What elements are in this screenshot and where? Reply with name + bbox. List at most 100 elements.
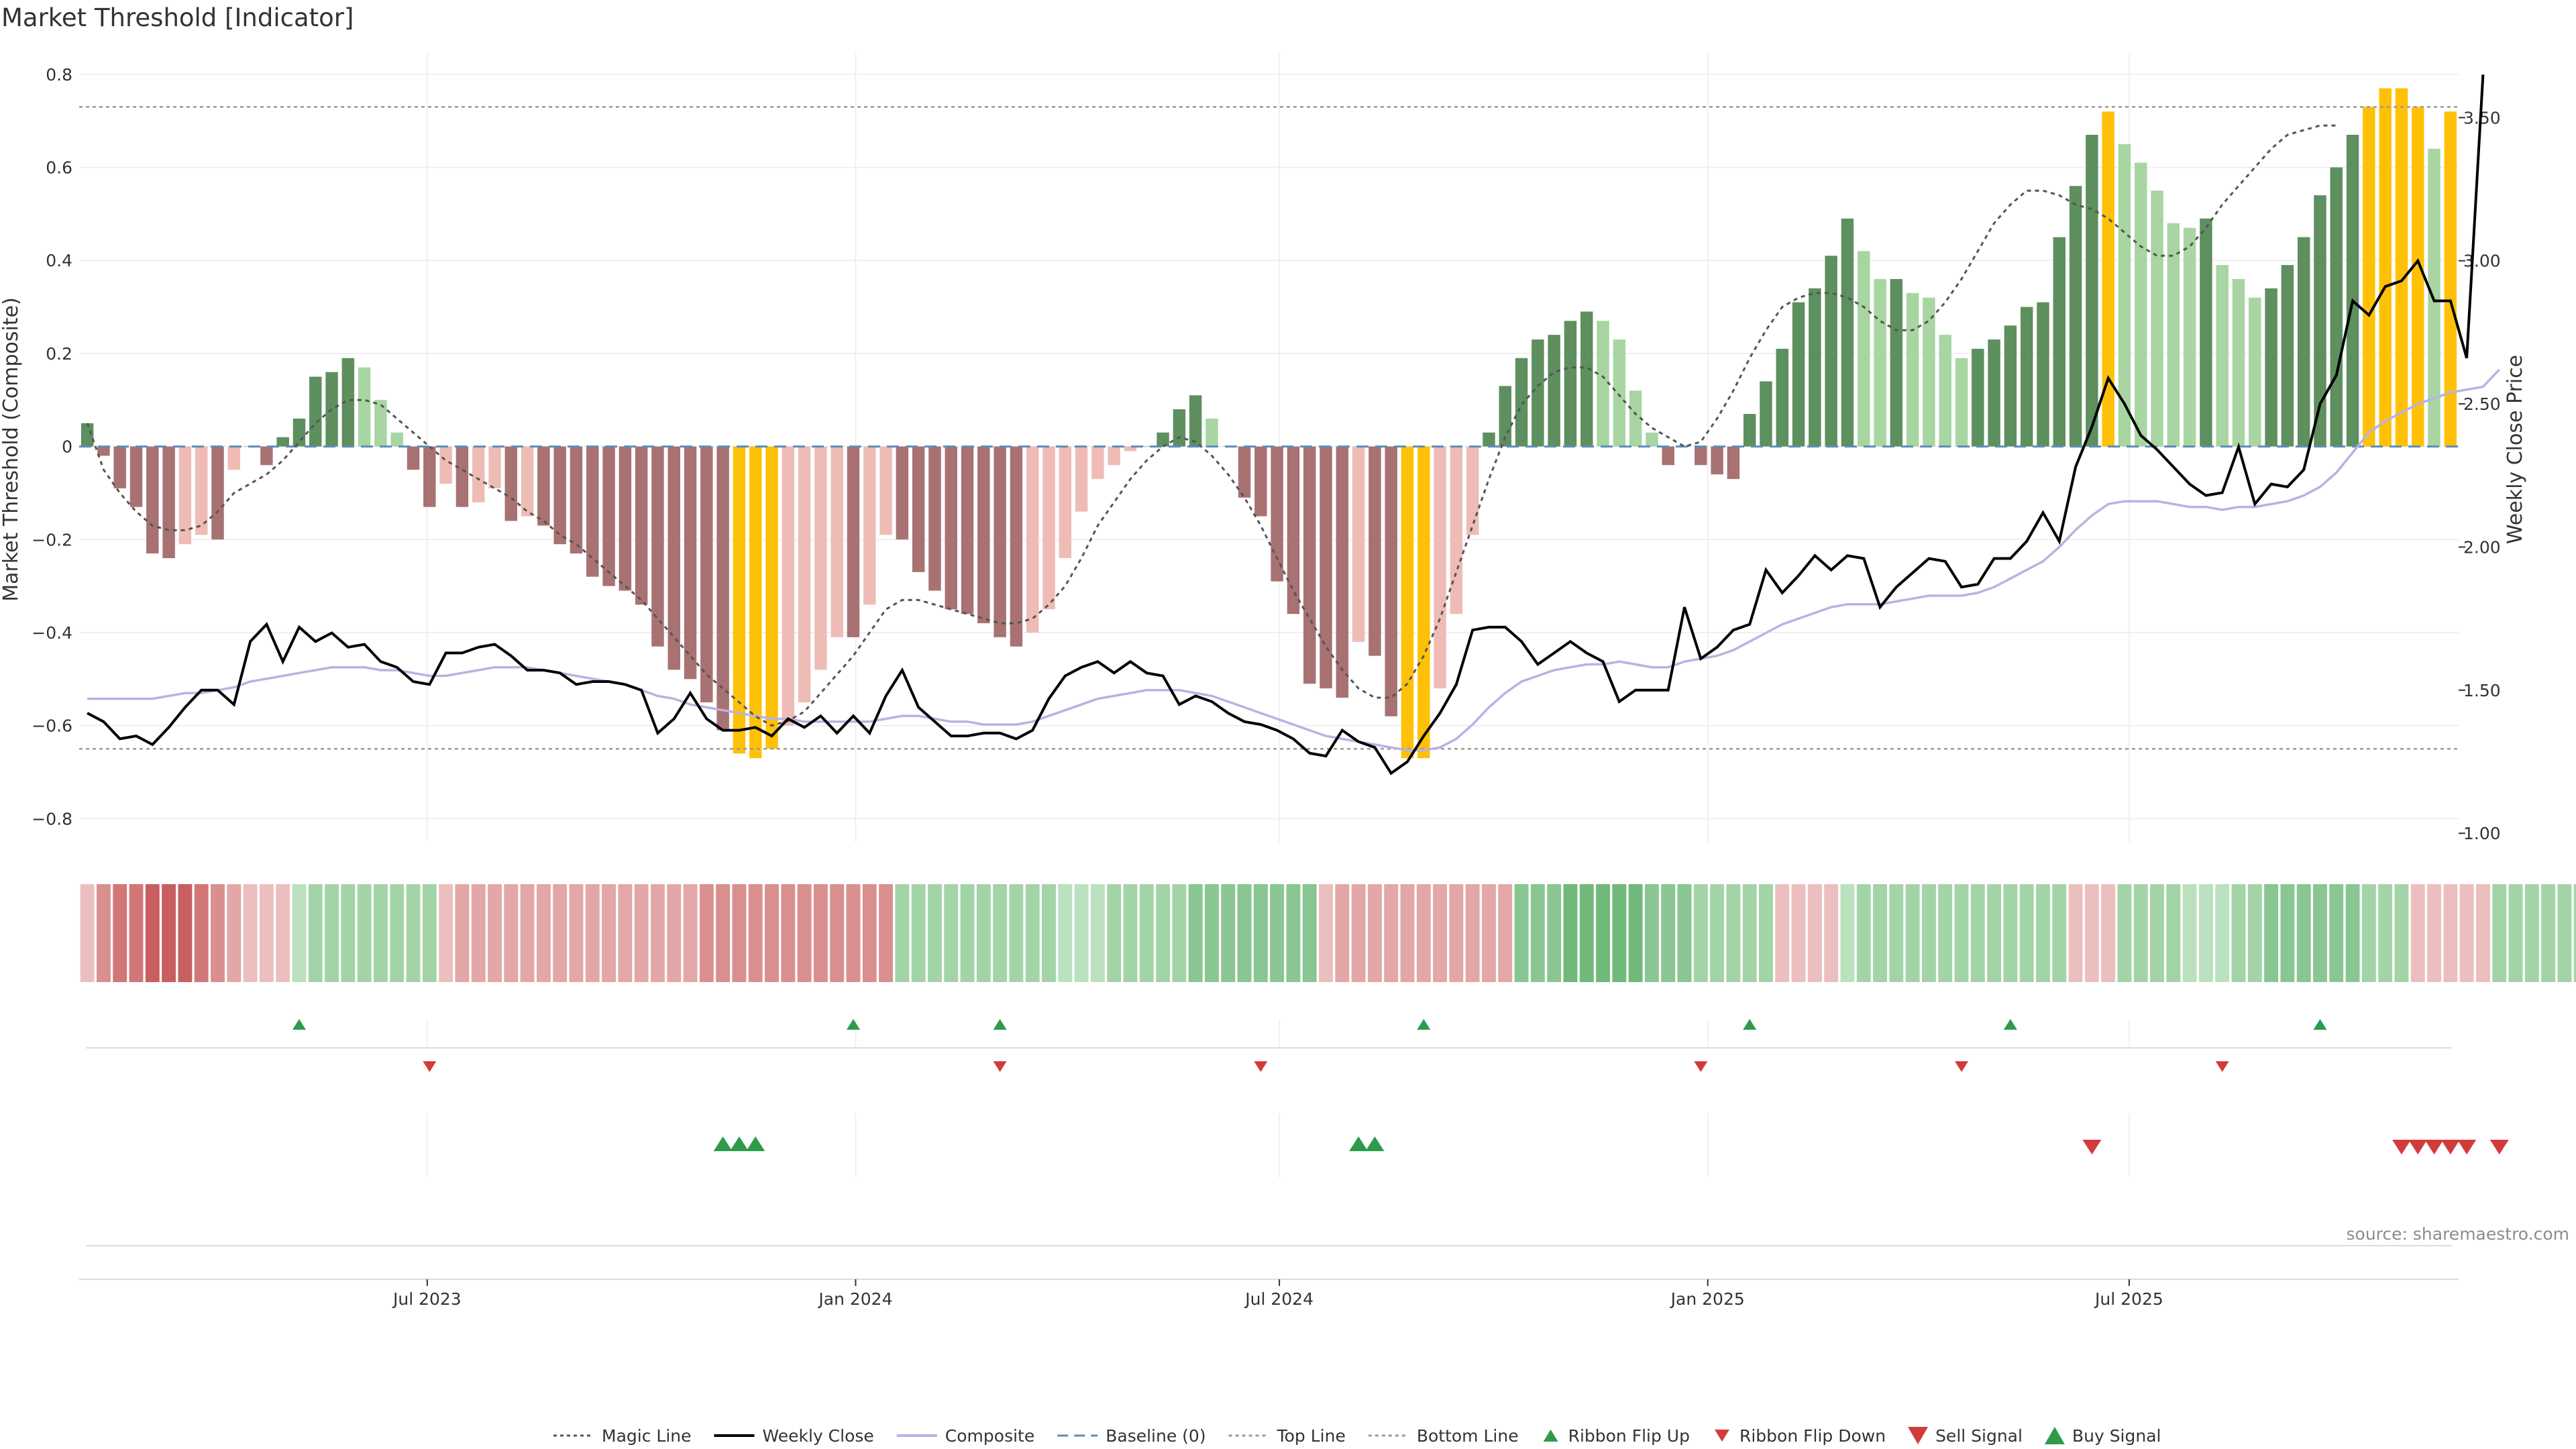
ribbon-cell-94 bbox=[1612, 884, 1627, 982]
bar-94 bbox=[1613, 339, 1626, 447]
bar-15 bbox=[325, 372, 338, 447]
ribbon-cell-98 bbox=[1677, 884, 1692, 982]
buy-signal-2 bbox=[746, 1136, 765, 1151]
ribbon-cell-9 bbox=[227, 884, 241, 982]
y2-tick-label-4: 1.50 bbox=[2463, 681, 2501, 700]
y2-tick-label-1: 3.00 bbox=[2463, 252, 2501, 271]
bar-64 bbox=[1124, 446, 1137, 451]
bar-124 bbox=[2102, 111, 2114, 447]
bar-6 bbox=[178, 446, 192, 545]
bar-20 bbox=[407, 446, 420, 470]
ribbon-cell-93 bbox=[1596, 884, 1610, 982]
bar-100 bbox=[1711, 446, 1723, 475]
ribbon-cell-78 bbox=[1351, 884, 1366, 982]
bar-69 bbox=[1205, 418, 1218, 447]
bar-52 bbox=[928, 446, 941, 591]
bar-25 bbox=[488, 446, 501, 488]
bar-37 bbox=[684, 446, 697, 680]
bar-38 bbox=[700, 446, 713, 702]
ribbon-cell-63 bbox=[1107, 884, 1122, 982]
bar-110 bbox=[1874, 278, 1886, 447]
sell-signal-0 bbox=[2082, 1140, 2102, 1155]
bar-23 bbox=[455, 446, 469, 507]
ribbon-cell-35 bbox=[651, 884, 665, 982]
bar-27 bbox=[521, 446, 534, 517]
bar-47 bbox=[847, 446, 860, 637]
bar-138 bbox=[2330, 167, 2343, 447]
buy-signal-1 bbox=[729, 1136, 749, 1151]
bar-114 bbox=[1939, 335, 1951, 447]
bar-46 bbox=[830, 446, 843, 637]
ribbon-cell-16 bbox=[341, 884, 356, 982]
bar-132 bbox=[2232, 278, 2245, 447]
bar-34 bbox=[635, 446, 648, 605]
ribbon-cell-148 bbox=[2492, 884, 2507, 982]
magic-line bbox=[86, 124, 2337, 727]
bar-134 bbox=[2265, 288, 2277, 447]
ribbon-cell-135 bbox=[2280, 884, 2295, 982]
ribbon-cell-70 bbox=[1221, 884, 1236, 982]
ribbon-cell-22 bbox=[439, 884, 453, 982]
ribbon-cell-38 bbox=[699, 884, 714, 982]
ribbon-cell-143 bbox=[2410, 884, 2425, 982]
ribbon-flip-markers bbox=[86, 1019, 2452, 1072]
ribbon-cell-129 bbox=[2182, 884, 2197, 982]
ribbon-cell-59 bbox=[1042, 884, 1056, 982]
bar-41 bbox=[749, 446, 762, 759]
ribbon-cell-112 bbox=[1905, 884, 1920, 982]
legend-swatch-8 bbox=[1908, 1427, 1929, 1444]
bar-135 bbox=[2281, 265, 2294, 447]
ribbon-cell-27 bbox=[520, 884, 535, 982]
bar-96 bbox=[1646, 432, 1658, 447]
bar-105 bbox=[1792, 302, 1805, 447]
y-tick-label-2: 0.4 bbox=[46, 251, 72, 270]
bar-5 bbox=[162, 446, 175, 558]
bar-117 bbox=[1988, 339, 2000, 447]
ribbon-cell-53 bbox=[944, 884, 959, 982]
bar-36 bbox=[667, 446, 680, 670]
legend: Magic Line Weekly Close Composite Baseline … bbox=[553, 1426, 2161, 1446]
ribbon-cell-102 bbox=[1742, 884, 1757, 982]
ribbon-cell-152 bbox=[2557, 884, 2572, 982]
bar-74 bbox=[1287, 446, 1300, 614]
y2-tick-label-2: 2.50 bbox=[2463, 394, 2501, 414]
y-axis-label-left: Market Threshold (Composite) bbox=[0, 297, 23, 602]
ribbon-cell-88 bbox=[1514, 884, 1529, 982]
bar-140 bbox=[2363, 107, 2375, 447]
bar-7 bbox=[195, 446, 208, 535]
bar-141 bbox=[2379, 88, 2392, 447]
ribbon-cell-47 bbox=[846, 884, 861, 982]
bar-93 bbox=[1597, 321, 1609, 447]
bar-79 bbox=[1368, 446, 1381, 656]
bar-8 bbox=[211, 446, 224, 540]
y-tick-label-1: 0.6 bbox=[46, 158, 72, 177]
y-tick-label-0: 0.8 bbox=[46, 65, 72, 85]
ribbon-cell-54 bbox=[960, 884, 975, 982]
bar-22 bbox=[439, 446, 452, 484]
bar-48 bbox=[863, 446, 876, 605]
bar-111 bbox=[1890, 278, 1903, 447]
bar-29 bbox=[553, 446, 566, 545]
x-tick-label-3: Jan 2025 bbox=[1670, 1289, 1745, 1309]
bar-129 bbox=[2183, 227, 2196, 447]
bar-32 bbox=[602, 446, 615, 586]
chart-title: Market Threshold [Indicator] bbox=[1, 3, 354, 32]
ribbon-cell-89 bbox=[1530, 884, 1545, 982]
bar-143 bbox=[2412, 107, 2424, 447]
legend-label-8: Sell Signal bbox=[1935, 1426, 2023, 1446]
x-ticks: Jul 2023 Jan 2024 Jul 2024 Jan 2025 Jul 2025 bbox=[392, 1279, 2163, 1309]
bar-104 bbox=[1776, 348, 1789, 447]
legend-swatch-9 bbox=[2044, 1427, 2065, 1444]
bar-97 bbox=[1662, 446, 1674, 466]
bar-13 bbox=[292, 418, 306, 447]
ribbon-cell-149 bbox=[2508, 884, 2523, 982]
ribbon-flip-down-5 bbox=[2215, 1061, 2229, 1072]
bar-122 bbox=[2069, 186, 2082, 447]
legend-label-2: Composite bbox=[945, 1426, 1034, 1446]
ribbon-flip-down-2 bbox=[1254, 1061, 1268, 1072]
source-note: source: sharemaestro.com bbox=[2347, 1224, 2570, 1244]
bar-125 bbox=[2118, 144, 2131, 447]
ribbon-cell-123 bbox=[2084, 884, 2099, 982]
ribbon-cell-87 bbox=[1498, 884, 1513, 982]
ribbon-cell-145 bbox=[2443, 884, 2458, 982]
